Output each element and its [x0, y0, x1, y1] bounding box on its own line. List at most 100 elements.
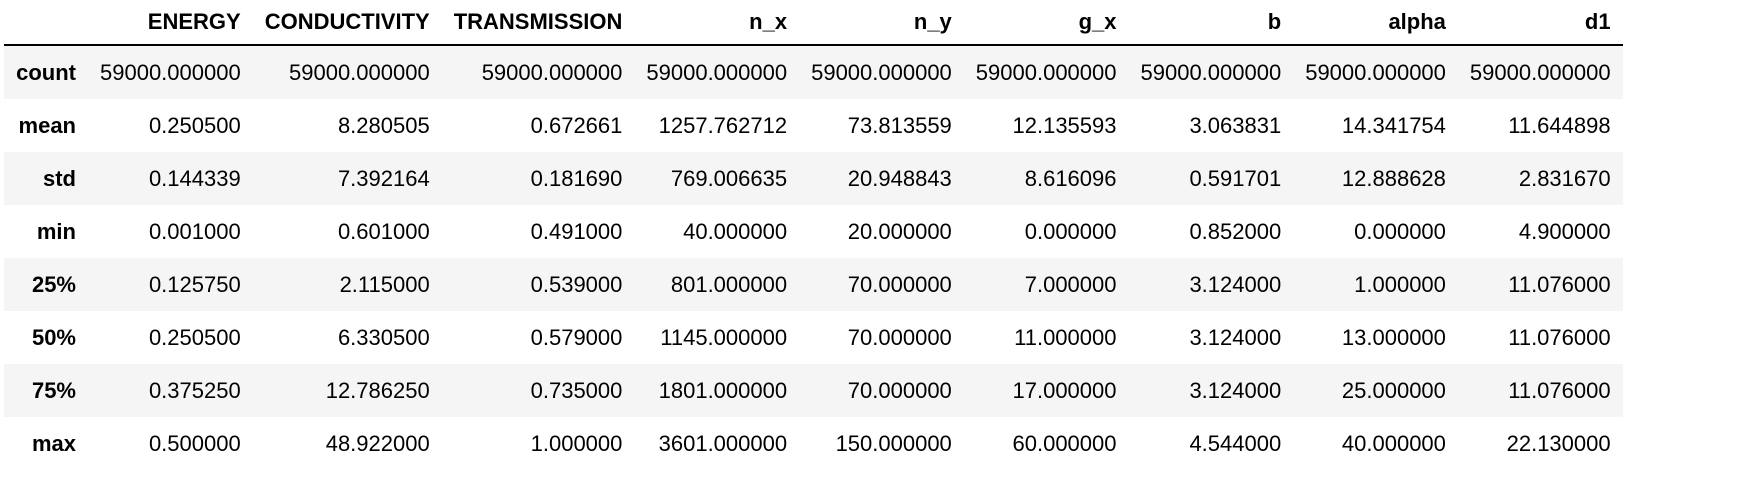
- table-cell: 0.601000: [337, 218, 430, 244]
- row-label: mean: [18, 112, 76, 138]
- table-cell: 8.280505: [337, 112, 430, 138]
- table-cell: 4.900000: [1518, 218, 1611, 244]
- row-label: 25%: [31, 271, 76, 297]
- table-cell: 14.341754: [1341, 112, 1446, 138]
- table-row: 50% 0.250500 6.330500 0.579000 1145.000000 70…: [4, 311, 1623, 364]
- table-cell: 11.076000: [1508, 324, 1611, 350]
- table-cell: 1801.000000: [658, 377, 788, 403]
- table-cell: 60.000000: [1012, 430, 1117, 456]
- table-cell: 59000.000000: [100, 59, 241, 85]
- table-cell: 17.000000: [1012, 377, 1117, 403]
- table-cell: 59000.000000: [1469, 59, 1611, 85]
- table-row: max 0.500000 48.922000 1.000000 3601.000000 1…: [4, 417, 1623, 470]
- table-cell: 59000.000000: [975, 59, 1117, 85]
- table-cell: 59000.000000: [481, 59, 623, 85]
- table-cell: 11.076000: [1508, 377, 1611, 403]
- table-cell: 59000.000000: [289, 59, 430, 85]
- column-header: CONDUCTIVITY: [252, 0, 442, 46]
- column-header: n_x: [634, 0, 800, 46]
- row-label: min: [36, 218, 76, 244]
- table-cell: 59000.000000: [811, 59, 952, 85]
- table-cell: 59000.000000: [646, 59, 788, 85]
- table-cell: 3.063831: [1189, 112, 1282, 138]
- table-row: mean 0.250500 8.280505 0.672661 1257.762712 7…: [4, 99, 1623, 152]
- column-header: d1: [1457, 0, 1623, 46]
- table-cell: 3.124000: [1189, 377, 1282, 403]
- column-header: ENERGY: [88, 0, 253, 46]
- table-cell: 0.001000: [148, 218, 241, 244]
- table-cell: 1257.762712: [658, 112, 788, 138]
- table-cell: 73.813559: [847, 112, 952, 138]
- row-label: 50%: [31, 324, 76, 350]
- table-cell: 1.000000: [1354, 271, 1446, 297]
- table-cell: 22.130000: [1506, 430, 1611, 456]
- table-cell: 0.250500: [148, 112, 241, 138]
- table-cell: 70.000000: [847, 271, 952, 297]
- table-cell: 0.579000: [530, 324, 623, 350]
- table-cell: 0.125750: [148, 271, 241, 297]
- table-cell: 0.000000: [1354, 218, 1446, 244]
- table-cell: 0.144339: [148, 165, 241, 191]
- table-cell: 20.000000: [847, 218, 952, 244]
- table-cell: 0.375250: [148, 377, 241, 403]
- table-cell: 48.922000: [325, 430, 430, 456]
- row-label: 75%: [31, 377, 76, 403]
- table-cell: 0.181690: [530, 165, 623, 191]
- table-cell: 59000.000000: [1305, 59, 1446, 85]
- table-cell: 0.500000: [148, 430, 241, 456]
- table-cell: 11.076000: [1508, 271, 1611, 297]
- table-row: 25% 0.125750 2.115000 0.539000 801.000000 70.…: [4, 258, 1623, 311]
- table-cell: 2.831670: [1518, 165, 1611, 191]
- table-cell: 3.124000: [1189, 271, 1282, 297]
- table-cell: 25.000000: [1341, 377, 1446, 403]
- row-label: std: [43, 165, 76, 191]
- row-label: count: [16, 59, 76, 85]
- table-cell: 11.000000: [1014, 324, 1117, 350]
- table-row: 75% 0.375250 12.786250 0.735000 1801.000000 7…: [4, 364, 1623, 417]
- table-cell: 0.250500: [148, 324, 241, 350]
- table-cell: 40.000000: [683, 218, 788, 244]
- table-cell: 150.000000: [835, 430, 952, 456]
- table-row: count 59000.000000 59000.000000 59000.00000…: [4, 45, 1623, 99]
- table-cell: 0.000000: [1024, 218, 1117, 244]
- table-cell: 7.392164: [337, 165, 430, 191]
- table-cell: 70.000000: [847, 324, 952, 350]
- table-cell: 12.786250: [325, 377, 430, 403]
- table-header: ENERGY CONDUCTIVITY TRANSMISSION n_x n_y g_x b…: [4, 0, 1623, 46]
- table-cell: 801.000000: [670, 271, 788, 297]
- header-row: ENERGY CONDUCTIVITY TRANSMISSION n_x n_y g_x b…: [4, 0, 1623, 46]
- table-cell: 13.000000: [1341, 324, 1446, 350]
- table-cell: 20.948843: [847, 165, 952, 191]
- table-cell: 0.672661: [530, 112, 623, 138]
- dataframe-output: ENERGY CONDUCTIVITY TRANSMISSION n_x n_y g_x b…: [4, 0, 1623, 470]
- column-header: alpha: [1293, 0, 1458, 46]
- column-header: n_y: [799, 0, 964, 46]
- table-cell: 8.616096: [1024, 165, 1117, 191]
- table-cell: 7.000000: [1024, 271, 1117, 297]
- table-cell: 769.006635: [670, 165, 788, 191]
- table-cell: 12.888628: [1341, 165, 1446, 191]
- table-body: count 59000.000000 59000.000000 59000.00000…: [4, 45, 1623, 470]
- table-cell: 3.124000: [1189, 324, 1282, 350]
- column-header: b: [1128, 0, 1294, 46]
- row-label: max: [31, 430, 76, 456]
- table-cell: 6.330500: [337, 324, 430, 350]
- table-cell: 4.544000: [1189, 430, 1282, 456]
- table-cell: 70.000000: [847, 377, 952, 403]
- table-cell: 0.539000: [530, 271, 623, 297]
- table-cell: 59000.000000: [1140, 59, 1282, 85]
- column-header: TRANSMISSION: [441, 0, 635, 46]
- table-cell: 0.735000: [530, 377, 623, 403]
- table-cell: 40.000000: [1341, 430, 1446, 456]
- describe-table: ENERGY CONDUCTIVITY TRANSMISSION n_x n_y g_x b…: [4, 0, 1623, 470]
- table-cell: 1.000000: [530, 430, 623, 456]
- table-cell: 12.135593: [1012, 112, 1117, 138]
- index-header: [4, 0, 88, 46]
- table-cell: 0.852000: [1189, 218, 1282, 244]
- table-cell: 3601.000000: [658, 430, 788, 456]
- table-row: std 0.144339 7.392164 0.181690 769.006635 20.…: [4, 152, 1623, 205]
- column-header: g_x: [963, 0, 1129, 46]
- table-cell: 0.491000: [530, 218, 623, 244]
- table-cell: 1145.000000: [660, 324, 788, 350]
- table-row: min 0.001000 0.601000 0.491000 40.000000 20.0…: [4, 205, 1623, 258]
